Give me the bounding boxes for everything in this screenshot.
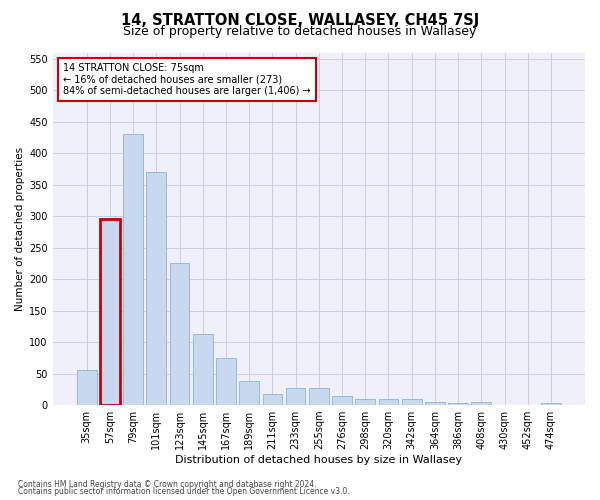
- Text: 14 STRATTON CLOSE: 75sqm
← 16% of detached houses are smaller (273)
84% of semi-: 14 STRATTON CLOSE: 75sqm ← 16% of detach…: [63, 63, 311, 96]
- Bar: [216, 358, 236, 405]
- Bar: [402, 400, 422, 405]
- Text: Size of property relative to detached houses in Wallasey: Size of property relative to detached ho…: [124, 25, 476, 38]
- Bar: [100, 220, 120, 405]
- Bar: [286, 388, 305, 405]
- Bar: [309, 388, 329, 405]
- Bar: [472, 402, 491, 405]
- Bar: [123, 134, 143, 405]
- Bar: [332, 396, 352, 405]
- Text: 14, STRATTON CLOSE, WALLASEY, CH45 7SJ: 14, STRATTON CLOSE, WALLASEY, CH45 7SJ: [121, 12, 479, 28]
- Bar: [263, 394, 282, 405]
- Bar: [379, 400, 398, 405]
- Bar: [448, 403, 468, 405]
- Bar: [170, 264, 190, 405]
- Bar: [355, 400, 375, 405]
- Bar: [193, 334, 212, 405]
- Bar: [425, 402, 445, 405]
- Text: Contains HM Land Registry data © Crown copyright and database right 2024.: Contains HM Land Registry data © Crown c…: [18, 480, 317, 489]
- Bar: [239, 381, 259, 405]
- X-axis label: Distribution of detached houses by size in Wallasey: Distribution of detached houses by size …: [175, 455, 463, 465]
- Y-axis label: Number of detached properties: Number of detached properties: [15, 146, 25, 311]
- Bar: [77, 370, 97, 405]
- Bar: [541, 402, 561, 405]
- Bar: [146, 172, 166, 405]
- Text: Contains public sector information licensed under the Open Government Licence v3: Contains public sector information licen…: [18, 487, 350, 496]
